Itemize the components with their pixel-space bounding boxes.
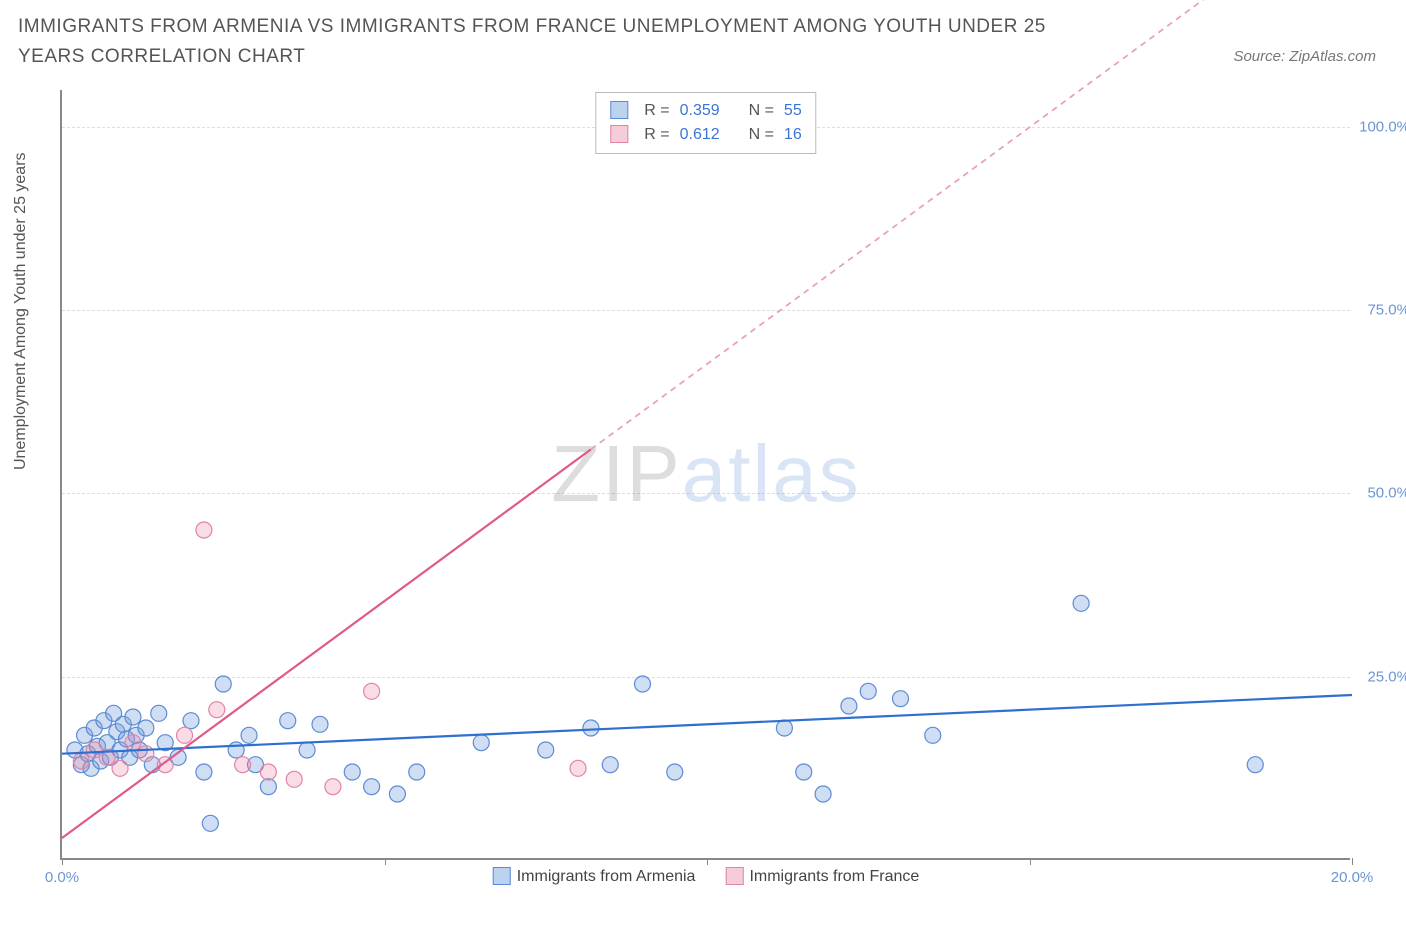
data-point: [796, 764, 812, 780]
data-point: [260, 779, 276, 795]
chart-title: IMMIGRANTS FROM ARMENIA VS IMMIGRANTS FR…: [18, 12, 1118, 73]
source-label: Source: ZipAtlas.com: [1233, 48, 1376, 65]
data-point: [570, 760, 586, 776]
x-tick: [1030, 858, 1031, 865]
data-point: [312, 716, 328, 732]
data-point: [841, 698, 857, 714]
legend-item: Immigrants from France: [725, 868, 919, 886]
data-point: [280, 713, 296, 729]
chart-container: IMMIGRANTS FROM ARMENIA VS IMMIGRANTS FR…: [0, 0, 1406, 930]
legend-swatch: [725, 867, 743, 885]
data-point: [241, 727, 257, 743]
data-point: [583, 720, 599, 736]
data-point: [138, 746, 154, 762]
trend-line: [62, 449, 591, 838]
data-point: [177, 727, 193, 743]
data-point: [125, 735, 141, 751]
data-point: [202, 815, 218, 831]
x-tick: [62, 858, 63, 865]
data-point: [235, 757, 251, 773]
data-point: [860, 683, 876, 699]
plot-svg: [62, 90, 1350, 858]
bottom-legend: Immigrants from Armenia Immigrants from F…: [493, 868, 920, 886]
data-point: [215, 676, 231, 692]
legend-label: Immigrants from France: [749, 868, 919, 885]
plot-area: ZIPatlas R =0.359 N =55R =0.612 N =16 Im…: [60, 90, 1350, 860]
data-point: [815, 786, 831, 802]
y-tick-label: 100.0%: [1359, 118, 1406, 135]
data-point: [286, 771, 302, 787]
legend-swatch: [610, 125, 628, 143]
data-point: [299, 742, 315, 758]
data-point: [602, 757, 618, 773]
x-tick: [707, 858, 708, 865]
data-point: [260, 764, 276, 780]
x-tick: [385, 858, 386, 865]
data-point: [389, 786, 405, 802]
y-tick-label: 50.0%: [1367, 485, 1406, 502]
legend-label: Immigrants from Armenia: [517, 868, 696, 885]
data-point: [364, 779, 380, 795]
data-point: [409, 764, 425, 780]
data-point: [344, 764, 360, 780]
data-point: [151, 705, 167, 721]
data-point: [1247, 757, 1263, 773]
legend-swatch: [610, 101, 628, 119]
data-point: [112, 760, 128, 776]
data-point: [73, 753, 89, 769]
data-point: [538, 742, 554, 758]
stats-legend-box: R =0.359 N =55R =0.612 N =16: [595, 92, 816, 154]
data-point: [125, 709, 141, 725]
data-point: [667, 764, 683, 780]
data-point: [1073, 595, 1089, 611]
stats-row: R =0.612 N =16: [610, 123, 801, 147]
data-point: [364, 683, 380, 699]
trend-line: [62, 695, 1352, 754]
data-point: [925, 727, 941, 743]
legend-item: Immigrants from Armenia: [493, 868, 696, 886]
data-point: [196, 522, 212, 538]
data-point: [325, 779, 341, 795]
stats-row: R =0.359 N =55: [610, 99, 801, 123]
x-tick-label: 0.0%: [45, 869, 79, 886]
y-axis-label: Unemployment Among Youth under 25 years: [12, 152, 30, 470]
y-tick-label: 75.0%: [1367, 302, 1406, 319]
legend-swatch: [493, 867, 511, 885]
data-point: [635, 676, 651, 692]
data-point: [776, 720, 792, 736]
data-point: [209, 702, 225, 718]
data-point: [473, 735, 489, 751]
data-point: [196, 764, 212, 780]
data-point: [138, 720, 154, 736]
x-tick: [1352, 858, 1353, 865]
data-point: [183, 713, 199, 729]
y-tick-label: 25.0%: [1367, 668, 1406, 685]
data-point: [893, 691, 909, 707]
x-tick-label: 20.0%: [1331, 869, 1374, 886]
